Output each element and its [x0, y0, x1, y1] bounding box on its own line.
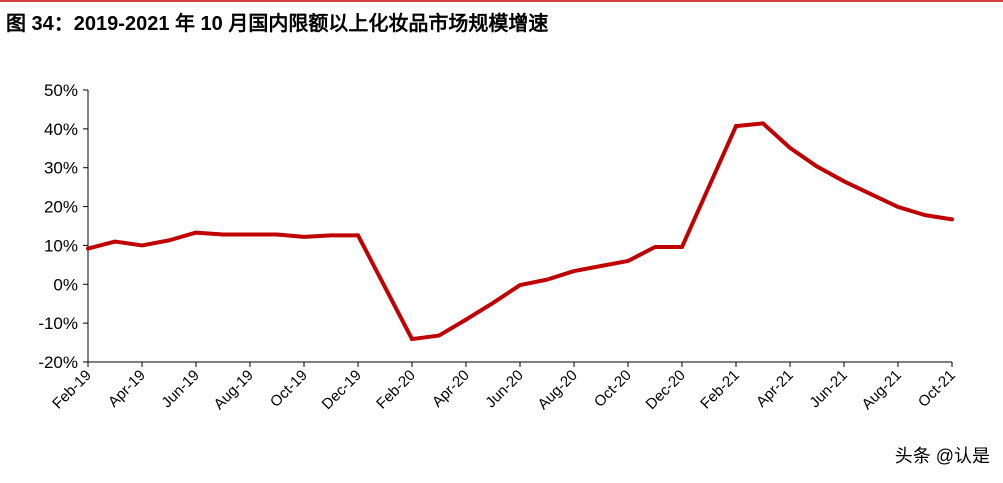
x-tick-label: Dec-19	[319, 367, 365, 413]
y-tick-label: -10%	[38, 314, 78, 333]
x-tick-label: Dec-20	[643, 367, 689, 413]
y-tick-label: 40%	[44, 120, 78, 139]
x-tick-label: Oct-20	[591, 367, 635, 411]
x-tick-label: Oct-21	[915, 367, 959, 411]
x-tick-label: Apr-19	[105, 367, 149, 411]
series-line	[410, 244, 684, 342]
y-tick-label: 0%	[53, 275, 78, 294]
y-tick-label: 20%	[44, 198, 78, 217]
y-tick-label: -20%	[38, 353, 78, 372]
x-tick-label: Oct-19	[267, 367, 311, 411]
x-tick-label: Apr-20	[429, 367, 473, 411]
y-tick-label: 30%	[44, 159, 78, 178]
x-tick-label: Aug-20	[535, 367, 581, 413]
x-tick-label: Jun-20	[482, 367, 526, 411]
x-tick-label: Feb-19	[49, 367, 95, 413]
series-line	[86, 230, 360, 251]
x-tick-label: Feb-21	[697, 367, 743, 413]
x-tick-label: Aug-21	[859, 367, 905, 413]
gap-connector	[680, 124, 738, 249]
y-tick-label: 50%	[44, 81, 78, 100]
gap-connector	[356, 233, 414, 342]
x-tick-label: Feb-20	[373, 367, 419, 413]
x-tick-label: Jun-21	[806, 367, 850, 411]
x-tick-label: Aug-19	[211, 367, 257, 413]
watermark: 头条 @认是	[895, 446, 990, 466]
series-line	[734, 121, 954, 222]
x-tick-label: Apr-21	[753, 367, 797, 411]
y-tick-label: 10%	[44, 236, 78, 255]
x-tick-label: Jun-19	[158, 367, 202, 411]
chart-title: 图 34：2019-2021 年 10 月国内限额以上化妆品市场规模增速	[6, 11, 548, 35]
